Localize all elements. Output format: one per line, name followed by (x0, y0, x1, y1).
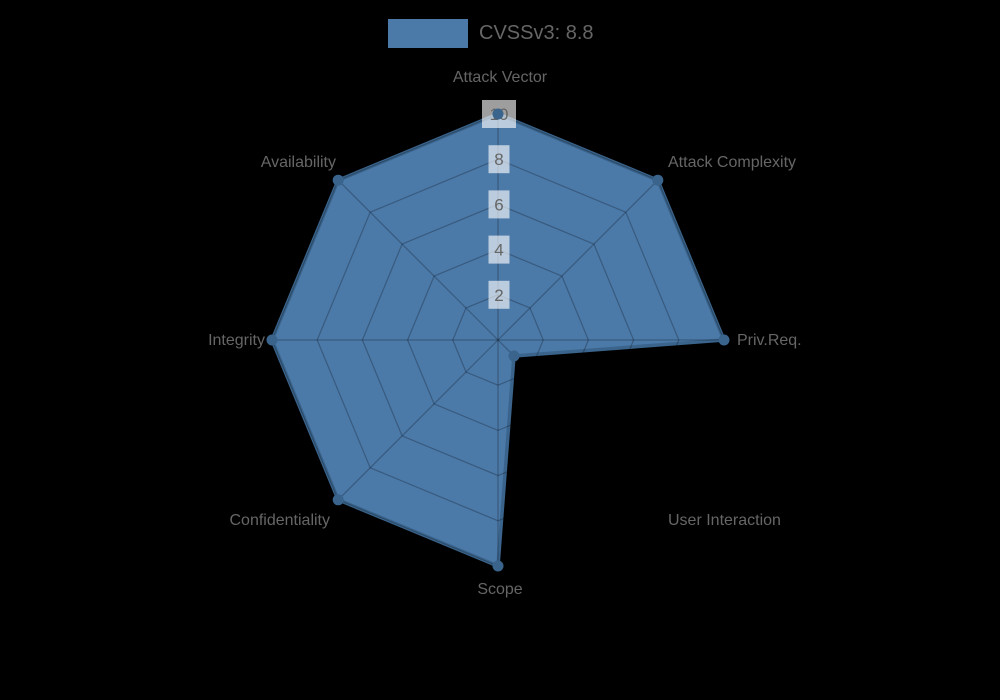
tick-box (488, 280, 510, 309)
vertex-marker-layer (266, 108, 730, 572)
tick-label: 4 (494, 241, 503, 260)
tick-label: 2 (494, 286, 503, 305)
legend-item-cvssv3[interactable]: CVSSv3: 8.8 (388, 19, 594, 48)
axis-label-availability: Availability (261, 154, 336, 171)
grid-spoke (337, 179, 499, 341)
vertex-marker (508, 350, 520, 362)
axis-label-layer: Attack Vector Attack Complexity Priv.Req. U… (208, 69, 802, 598)
axis-label-scope: Scope (477, 581, 522, 598)
axis-label-integrity: Integrity (208, 332, 265, 349)
grid-ring (452, 294, 544, 386)
legend-label: CVSSv3: 8.8 (479, 22, 594, 44)
grid-ring (361, 203, 635, 477)
vertex-marker (652, 174, 664, 186)
axis-label-priv-req: Priv.Req. (737, 332, 802, 349)
grid-ring (406, 248, 590, 432)
tick-box (488, 190, 510, 219)
tick-box (488, 235, 510, 264)
vertex-marker (718, 334, 730, 346)
grid-spoke (497, 179, 659, 341)
vertex-marker (266, 334, 278, 346)
legend-swatch (388, 19, 468, 48)
tick-label: 8 (494, 150, 503, 169)
tick-label: 6 (494, 195, 503, 214)
legend: CVSSv3: 8.8 (388, 19, 594, 48)
vertex-marker (332, 174, 344, 186)
grid-layer (271, 113, 725, 567)
grid-spoke (497, 339, 659, 501)
vertex-marker (492, 560, 504, 572)
grid-ring (316, 158, 680, 522)
vertex-marker (332, 494, 344, 506)
tick-label-layer: 246810 (482, 100, 516, 309)
vertex-marker (492, 108, 504, 120)
axis-label-user-interaction: User Interaction (668, 512, 781, 529)
axis-label-attack-complexity: Attack Complexity (668, 154, 796, 171)
axis-label-confidentiality: Confidentiality (230, 512, 331, 529)
axis-label-attack-vector: Attack Vector (453, 69, 548, 86)
tick-box (488, 145, 510, 174)
grid-spoke (337, 339, 499, 501)
